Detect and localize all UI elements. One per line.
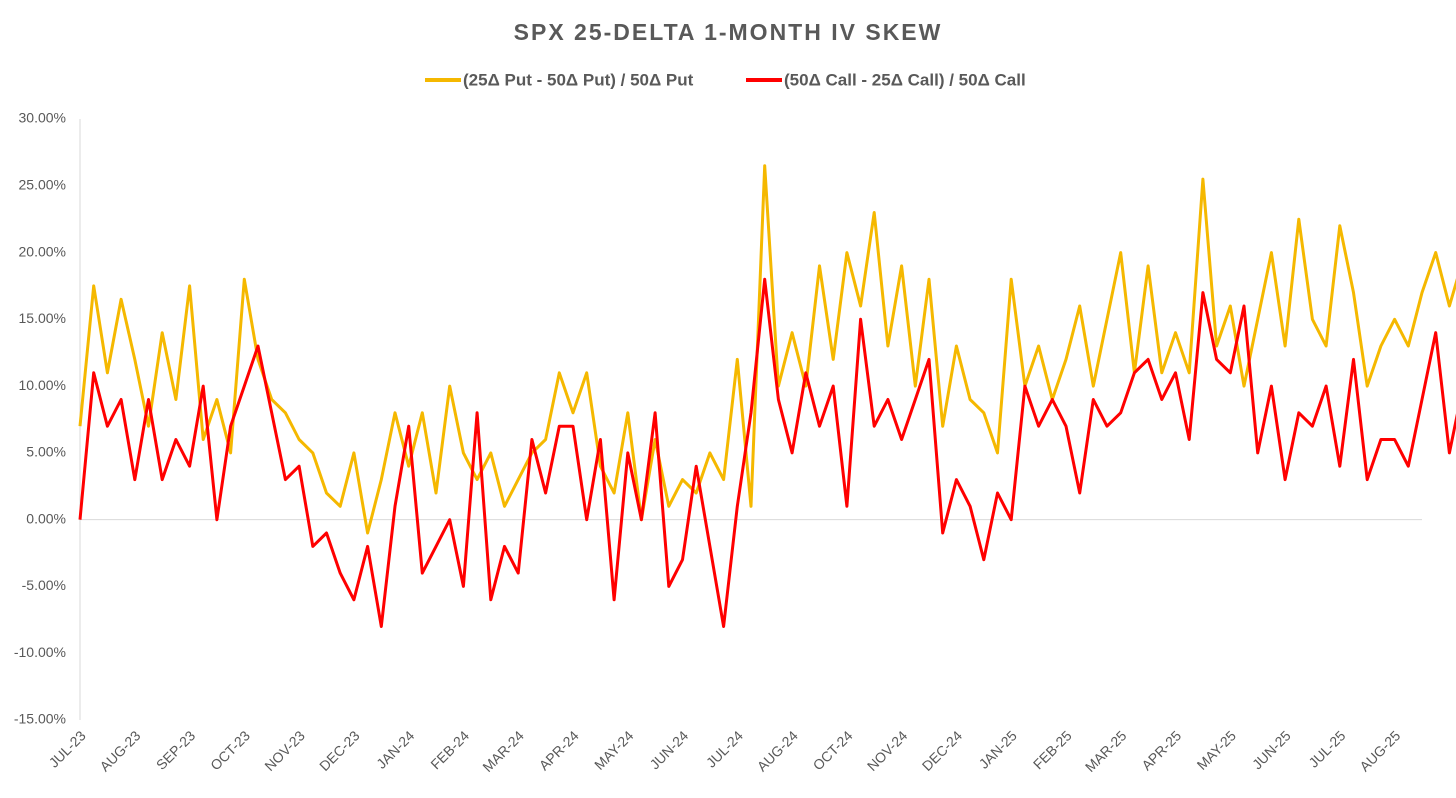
line-series [78, 164, 1456, 535]
x-tick-label: JUL-24 [703, 727, 746, 770]
x-tick-label: FEB-25 [1030, 727, 1075, 772]
legend-label: (25Δ Put - 50Δ Put) / 50Δ Put [463, 70, 694, 89]
y-tick-label: 30.00% [19, 110, 66, 126]
x-tick-label: APR-24 [536, 727, 582, 773]
chart-title: SPX 25-DELTA 1-MONTH IV SKEW [514, 19, 943, 45]
x-tick-label: JUN-24 [646, 727, 691, 772]
y-tick-label: 10.00% [19, 377, 66, 393]
legend-label: (50Δ Call - 25Δ Call) / 50Δ Call [784, 70, 1026, 89]
y-tick-label: 25.00% [19, 176, 66, 192]
x-tick-label: OCT-24 [810, 727, 856, 773]
x-tick-label: DEC-24 [919, 727, 966, 774]
y-tick-label: -10.00% [14, 644, 66, 660]
line-series [78, 277, 1456, 628]
x-tick-label: AUG-24 [754, 727, 801, 774]
x-tick-label: AUG-25 [1356, 727, 1403, 774]
x-tick-label: NOV-23 [261, 727, 308, 774]
x-tick-label: APR-25 [1138, 727, 1184, 773]
y-tick-label: -15.00% [14, 711, 66, 727]
x-tick-label: AUG-23 [96, 727, 143, 774]
y-tick-label: 5.00% [26, 444, 66, 460]
y-tick-label: 20.00% [19, 243, 66, 259]
x-tick-label: JUN-25 [1249, 727, 1294, 772]
y-tick-label: 15.00% [19, 310, 66, 326]
y-tick-label: 0.00% [26, 510, 66, 526]
x-tick-label: MAR-24 [479, 727, 527, 775]
x-tick-label: NOV-24 [864, 727, 911, 774]
x-tick-label: MAY-24 [591, 727, 637, 773]
x-tick-label: MAR-25 [1082, 727, 1130, 775]
x-tick-label: MAY-25 [1194, 727, 1240, 773]
x-tick-label: JUL-25 [1305, 727, 1348, 770]
x-tick-label: JAN-25 [976, 727, 1020, 771]
x-tick-label: DEC-23 [316, 727, 363, 774]
y-tick-label: -5.00% [22, 577, 66, 593]
x-tick-label: SEP-23 [153, 727, 199, 773]
x-tick-label: FEB-24 [427, 727, 472, 772]
x-tick-label: OCT-23 [207, 727, 253, 773]
x-tick-label: JAN-24 [373, 727, 417, 771]
x-tick-label: JUL-23 [46, 727, 89, 770]
